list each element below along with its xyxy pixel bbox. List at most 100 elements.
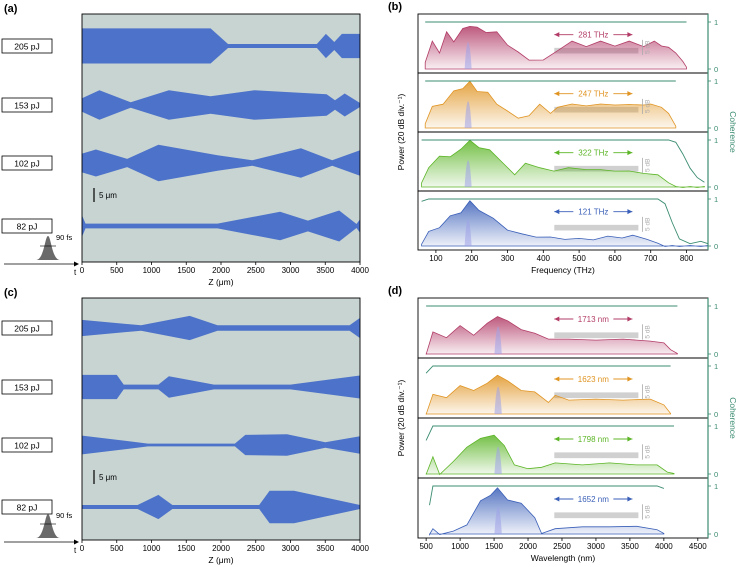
gray-band — [554, 392, 639, 399]
energy-label: 153 pJ — [14, 101, 40, 111]
spectrum-area — [424, 80, 677, 129]
coherence-line — [429, 485, 665, 506]
spectrum-area — [425, 374, 671, 415]
coherence-axis-label: Coherence — [728, 397, 738, 439]
waveguide-shape — [82, 374, 360, 400]
waveguide-shape — [82, 490, 360, 524]
pulse-time-arrowhead — [74, 261, 79, 267]
coherence-line — [421, 198, 709, 245]
energy-label-box — [1, 379, 53, 395]
x-axis-label: Z (μm) — [208, 277, 233, 287]
bandwidth-label-bg — [573, 494, 614, 504]
coherence-tick-label: 0 — [714, 410, 718, 419]
x-tick-label: 700 — [644, 254, 658, 263]
energy-label: 82 pJ — [17, 503, 38, 513]
gray-band — [554, 512, 639, 519]
coherence-tick-label: 0 — [714, 530, 718, 539]
panel-label: (c) — [4, 287, 18, 299]
x-tick-label: 800 — [680, 254, 694, 263]
bandwidth-arrowhead-right — [627, 209, 633, 215]
x-tick-label: 4000 — [351, 266, 369, 275]
pulse-time-arrowhead — [74, 539, 79, 545]
energy-label-box — [1, 320, 53, 336]
x-tick-label: 3500 — [621, 542, 639, 551]
energy-label-box — [1, 155, 53, 171]
energy-label: 102 pJ — [14, 159, 40, 169]
panel-label: (a) — [4, 3, 18, 15]
pump-spectrum — [464, 101, 472, 129]
x-tick-label: 300 — [501, 254, 515, 263]
bandwidth-label: 1623 nm — [578, 375, 609, 384]
panel-c: (c) 205 pJ 153 pJ 102 pJ 82 pJ 0 500 1000 1500 20… — [1, 287, 369, 565]
pump-spectrum — [494, 507, 502, 535]
x-tick-label: 2000 — [212, 266, 230, 275]
coherence-tick-label: 0 — [714, 65, 718, 74]
energy-label-box — [1, 437, 53, 453]
waveguide-shape — [82, 90, 360, 120]
coherence-tick-label: 1 — [714, 77, 718, 86]
bandwidth-label-bg — [573, 147, 614, 158]
db-scale-label: 5 dB — [644, 159, 651, 172]
x-tick-label: 1500 — [177, 266, 195, 275]
panel-a: (a) 205 pJ 153 pJ 102 pJ 82 pJ 0 500 1000 1500 20… — [1, 3, 369, 287]
db-scale-label: 5 dB — [644, 41, 651, 54]
bandwidth-arrowhead-right — [627, 436, 633, 442]
x-tick-label: 3000 — [282, 544, 300, 553]
pump-spectrum — [494, 327, 502, 355]
db-scale-label: 5 dB — [644, 218, 651, 231]
pulse-time-label: t — [74, 546, 77, 555]
x-tick-label: 3500 — [316, 544, 334, 553]
x-tick-label: 500 — [419, 542, 433, 551]
x-tick-label: 4500 — [689, 542, 707, 551]
bandwidth-label-bg — [573, 88, 614, 99]
coherence-tick-label: 1 — [714, 302, 718, 311]
bandwidth-arrowhead-left — [554, 496, 560, 502]
gray-band — [554, 165, 639, 172]
gray-band — [554, 224, 639, 231]
bandwidth-arrowhead-left — [554, 150, 560, 156]
db-scale-label: 5 dB — [644, 445, 651, 458]
coherence-tick-label: 0 — [714, 124, 718, 133]
energy-label-box — [1, 97, 53, 113]
db-scale-label: 5 dB — [644, 100, 651, 113]
bandwidth-arrowhead-right — [627, 316, 633, 322]
bandwidth-arrowhead-left — [554, 91, 560, 97]
panel-d: (d) 1713 nm 5 dB 0 1 1623 nm 5 dB 0 1 1798 nm 5 dB… — [388, 285, 738, 563]
coherence-tick-label: 0 — [714, 183, 718, 192]
waveguide-shape — [82, 434, 360, 456]
energy-label-box — [1, 218, 53, 234]
x-tick-label: 0 — [80, 266, 85, 275]
x-tick-label: 2500 — [247, 266, 265, 275]
x-tick-label: 0 — [80, 544, 85, 553]
db-scale-label: 5 dB — [644, 505, 651, 518]
x-tick-label: 4000 — [351, 544, 369, 553]
bandwidth-label: 322 THz — [578, 149, 608, 158]
x-tick-label: 500 — [110, 266, 124, 275]
panel-label: (b) — [388, 1, 402, 13]
x-tick-label: 1000 — [143, 266, 161, 275]
y-axis-label: Power (20 dB div.⁻¹) — [396, 94, 406, 171]
x-axis-label: Z (μm) — [208, 555, 233, 565]
panel-b: (b) 281 THz 5 dB 0 1 247 THz 5 dB 0 1 322 THz 5 dB… — [388, 1, 738, 275]
energy-label: 82 pJ — [17, 222, 38, 232]
gray-band — [554, 332, 639, 339]
x-tick-label: 2500 — [247, 544, 265, 553]
x-tick-label: 500 — [110, 544, 124, 553]
waveguide-shape — [82, 28, 360, 64]
coherence-tick-label: 1 — [714, 195, 718, 204]
x-tick-label: 2500 — [553, 542, 571, 551]
pump-spectrum — [464, 42, 472, 70]
bandwidth-arrowhead-left — [554, 32, 560, 38]
x-tick-label: 3000 — [282, 266, 300, 275]
energy-label: 205 pJ — [14, 324, 40, 334]
waveguide-shape — [82, 144, 360, 182]
bandwidth-label: 121 THz — [578, 208, 608, 217]
y-axis-label: Power (20 dB div.⁻¹) — [396, 380, 406, 457]
energy-label: 205 pJ — [14, 42, 40, 52]
x-axis-label: Frequency (THz) — [531, 265, 595, 275]
pump-spectrum — [494, 387, 502, 415]
bandwidth-label: 1798 nm — [578, 435, 609, 444]
pulse-duration-label: 90 fs — [56, 511, 73, 520]
x-tick-label: 1500 — [485, 542, 503, 551]
